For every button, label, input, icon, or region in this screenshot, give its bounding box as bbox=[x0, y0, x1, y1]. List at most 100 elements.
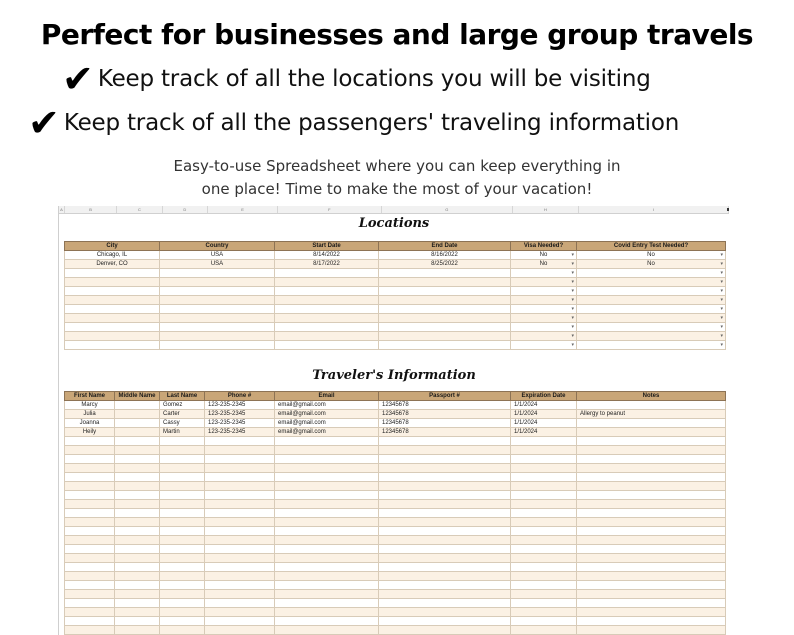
locations-cell[interactable] bbox=[159, 340, 275, 350]
dropdown-arrow-icon[interactable]: ▾ bbox=[720, 288, 723, 294]
travelers-cell[interactable] bbox=[204, 616, 275, 626]
travelers-cell[interactable] bbox=[510, 526, 577, 536]
travelers-cell[interactable] bbox=[378, 562, 511, 572]
travelers-cell[interactable] bbox=[114, 517, 160, 527]
travelers-cell[interactable] bbox=[159, 517, 205, 527]
travelers-cell[interactable]: 12345678 bbox=[378, 400, 511, 410]
travelers-cell[interactable] bbox=[378, 463, 511, 473]
travelers-cell[interactable] bbox=[159, 508, 205, 518]
travelers-cell[interactable] bbox=[274, 625, 379, 635]
travelers-cell[interactable] bbox=[378, 535, 511, 545]
travelers-cell[interactable] bbox=[576, 463, 726, 473]
travelers-cell[interactable] bbox=[64, 517, 115, 527]
dropdown-arrow-icon[interactable]: ▾ bbox=[720, 333, 723, 339]
travelers-cell[interactable] bbox=[204, 436, 275, 446]
dropdown-arrow-icon[interactable]: ▾ bbox=[571, 324, 574, 330]
dropdown-arrow-icon[interactable]: ▾ bbox=[720, 315, 723, 321]
travelers-cell[interactable] bbox=[576, 508, 726, 518]
travelers-cell[interactable] bbox=[274, 616, 379, 626]
dropdown-arrow-icon[interactable]: ▾ bbox=[720, 324, 723, 330]
locations-cell[interactable]: ▾ bbox=[510, 313, 577, 323]
column-letter-h[interactable]: H bbox=[513, 206, 580, 213]
travelers-cell[interactable] bbox=[204, 472, 275, 482]
locations-cell[interactable] bbox=[159, 313, 275, 323]
locations-cell[interactable] bbox=[64, 286, 160, 296]
travelers-cell[interactable] bbox=[510, 490, 577, 500]
travelers-cell[interactable] bbox=[159, 445, 205, 455]
locations-cell[interactable]: 8/16/2022 bbox=[378, 250, 511, 260]
locations-cell[interactable]: ▾ bbox=[510, 268, 577, 278]
travelers-cell[interactable] bbox=[114, 526, 160, 536]
travelers-cell[interactable] bbox=[510, 454, 577, 464]
travelers-cell[interactable] bbox=[114, 481, 160, 491]
locations-cell[interactable]: ▾ bbox=[510, 322, 577, 332]
travelers-cell[interactable] bbox=[114, 580, 160, 590]
travelers-cell[interactable] bbox=[64, 580, 115, 590]
travelers-cell[interactable] bbox=[159, 607, 205, 617]
travelers-cell[interactable]: Allergy to peanut bbox=[576, 409, 726, 419]
travelers-cell[interactable] bbox=[510, 589, 577, 599]
travelers-cell[interactable] bbox=[159, 463, 205, 473]
travelers-cell[interactable] bbox=[576, 598, 726, 608]
travelers-cell[interactable] bbox=[576, 571, 726, 581]
travelers-cell[interactable] bbox=[274, 508, 379, 518]
locations-cell[interactable]: ▾ bbox=[576, 322, 726, 332]
travelers-cell[interactable] bbox=[64, 616, 115, 626]
travelers-cell[interactable] bbox=[576, 400, 726, 410]
locations-cell[interactable] bbox=[378, 322, 511, 332]
dropdown-arrow-icon[interactable]: ▾ bbox=[571, 315, 574, 321]
travelers-cell[interactable] bbox=[64, 454, 115, 464]
travelers-cell[interactable] bbox=[64, 544, 115, 554]
travelers-cell[interactable] bbox=[576, 481, 726, 491]
travelers-cell[interactable] bbox=[114, 535, 160, 545]
locations-cell[interactable] bbox=[378, 331, 511, 341]
travelers-cell[interactable] bbox=[204, 517, 275, 527]
travelers-cell[interactable] bbox=[159, 580, 205, 590]
travelers-cell[interactable] bbox=[114, 418, 160, 428]
travelers-cell[interactable] bbox=[114, 427, 160, 437]
travelers-cell[interactable] bbox=[64, 481, 115, 491]
travelers-cell[interactable] bbox=[64, 562, 115, 572]
travelers-cell[interactable]: 123-235-2345 bbox=[204, 409, 275, 419]
dropdown-arrow-icon[interactable]: ▾ bbox=[571, 297, 574, 303]
travelers-cell[interactable] bbox=[64, 463, 115, 473]
dropdown-arrow-icon[interactable]: ▾ bbox=[720, 261, 723, 267]
column-letter-g[interactable]: G bbox=[382, 206, 513, 213]
travelers-cell[interactable] bbox=[510, 445, 577, 455]
dropdown-arrow-icon[interactable]: ▾ bbox=[720, 270, 723, 276]
travelers-cell[interactable] bbox=[576, 553, 726, 563]
travelers-cell[interactable] bbox=[576, 580, 726, 590]
travelers-cell[interactable]: 123-235-2345 bbox=[204, 418, 275, 428]
travelers-cell[interactable] bbox=[274, 535, 379, 545]
travelers-cell[interactable]: 123-235-2345 bbox=[204, 400, 275, 410]
travelers-cell[interactable] bbox=[204, 607, 275, 617]
dropdown-arrow-icon[interactable]: ▾ bbox=[571, 270, 574, 276]
travelers-cell[interactable] bbox=[64, 445, 115, 455]
locations-cell[interactable] bbox=[64, 313, 160, 323]
travelers-cell[interactable] bbox=[510, 508, 577, 518]
dropdown-arrow-icon[interactable]: ▾ bbox=[720, 297, 723, 303]
travelers-cell[interactable] bbox=[510, 544, 577, 554]
travelers-cell[interactable] bbox=[114, 625, 160, 635]
travelers-cell[interactable] bbox=[204, 571, 275, 581]
travelers-cell[interactable] bbox=[510, 472, 577, 482]
locations-cell[interactable]: Denver, CO bbox=[64, 259, 160, 269]
travelers-cell[interactable] bbox=[114, 598, 160, 608]
travelers-cell[interactable] bbox=[204, 508, 275, 518]
locations-cell[interactable]: ▾ bbox=[576, 286, 726, 296]
travelers-cell[interactable] bbox=[510, 571, 577, 581]
locations-cell[interactable] bbox=[159, 322, 275, 332]
travelers-cell[interactable] bbox=[510, 580, 577, 590]
travelers-cell[interactable] bbox=[510, 535, 577, 545]
travelers-cell[interactable] bbox=[159, 490, 205, 500]
locations-cell[interactable]: ▾ bbox=[510, 286, 577, 296]
travelers-cell[interactable] bbox=[274, 436, 379, 446]
travelers-cell[interactable] bbox=[64, 526, 115, 536]
locations-cell[interactable]: No ▾ bbox=[510, 259, 577, 269]
travelers-cell[interactable] bbox=[114, 445, 160, 455]
travelers-cell[interactable] bbox=[114, 436, 160, 446]
travelers-cell[interactable] bbox=[159, 562, 205, 572]
travelers-cell[interactable] bbox=[159, 436, 205, 446]
column-letter-b[interactable]: B bbox=[65, 206, 118, 213]
locations-cell[interactable]: USA bbox=[159, 250, 275, 260]
